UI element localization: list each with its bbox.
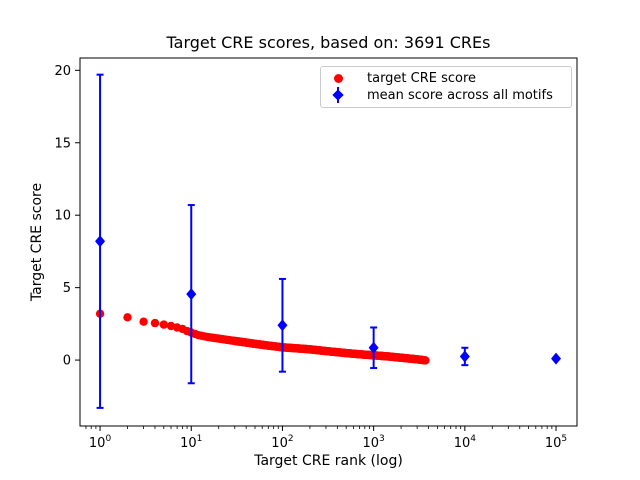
legend-item-target-cre-score: target CRE score — [321, 70, 571, 86]
mean-score-series — [95, 73, 562, 409]
svg-text:105: 105 — [545, 434, 567, 451]
legend: target CRE score mean score across all m… — [320, 66, 572, 108]
svg-text:5: 5 — [63, 281, 71, 296]
svg-text:101: 101 — [180, 434, 202, 451]
svg-text:103: 103 — [362, 434, 384, 451]
svg-text:20: 20 — [54, 64, 71, 79]
svg-text:10: 10 — [54, 209, 71, 224]
svg-text:102: 102 — [271, 434, 293, 451]
svg-text:15: 15 — [54, 136, 71, 151]
svg-text:0: 0 — [63, 354, 71, 369]
blue-diamond-marker-icon — [329, 86, 347, 104]
legend-label: mean score across all motifs — [367, 87, 553, 103]
axes-layer: 100 101 102 103 104 105 0 5 10 15 20 — [54, 57, 578, 451]
svg-text:100: 100 — [89, 434, 112, 451]
legend-label: target CRE score — [367, 70, 477, 86]
target-score-series — [95, 309, 430, 365]
x-axis-label: Target CRE rank (log) — [254, 453, 403, 469]
red-circle-marker-icon — [329, 73, 347, 83]
legend-item-mean-score: mean score across all motifs — [321, 86, 571, 104]
svg-text:104: 104 — [454, 434, 477, 451]
chart-title: Target CRE scores, based on: 3691 CREs — [166, 33, 491, 52]
